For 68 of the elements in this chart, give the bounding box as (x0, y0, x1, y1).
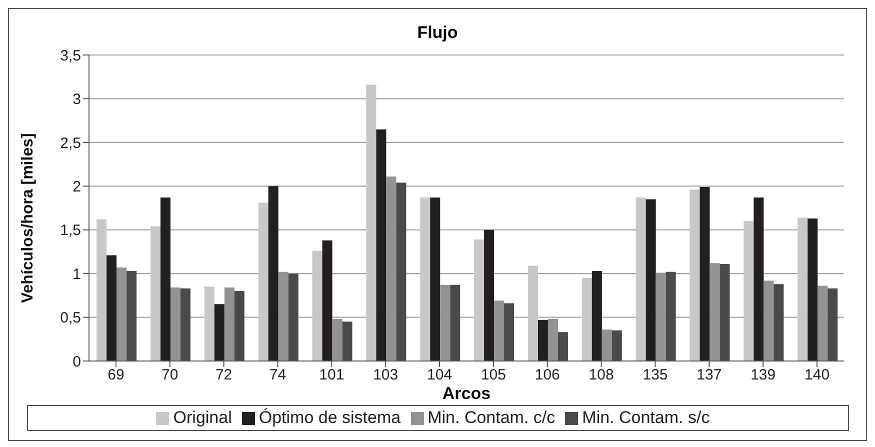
bar (646, 199, 656, 361)
bar (582, 278, 592, 361)
bar (744, 221, 754, 361)
bar (268, 186, 278, 361)
y-tick-label: 2,5 (60, 134, 81, 152)
bar (420, 198, 430, 361)
x-tick-label: 137 (696, 366, 722, 384)
x-tick-label: 103 (373, 366, 398, 384)
y-tick-label: 1,5 (60, 222, 81, 240)
y-tick-label: 0 (72, 353, 81, 370)
bar (818, 286, 828, 361)
bar (754, 198, 764, 361)
bar (322, 240, 332, 361)
bar (96, 219, 107, 361)
x-axis-title: Arcos (442, 384, 491, 403)
bar (214, 304, 224, 361)
bar (602, 330, 612, 361)
legend-label: Min. Contam. s/c (582, 408, 710, 427)
y-tick-label: 1 (72, 266, 81, 283)
legend-label: Óptimo de sistema (258, 408, 401, 427)
bar (764, 280, 774, 361)
x-tick-label: 72 (215, 366, 232, 384)
y-tick-label: 2 (72, 178, 81, 196)
bar (710, 263, 720, 361)
bar (528, 266, 538, 361)
bar (160, 198, 170, 361)
bar (592, 270, 602, 361)
y-axis-title: Vehículos/hora [miles] (20, 133, 37, 303)
bar (440, 284, 450, 361)
y-tick-label: 3 (72, 91, 81, 108)
bar (430, 198, 440, 361)
y-tick-label: 3,5 (60, 47, 81, 64)
x-tick-label: 135 (642, 366, 668, 384)
bar (312, 250, 322, 361)
legend-label: Min. Contam. c/c (428, 408, 556, 427)
bar (106, 255, 117, 361)
x-tick-label: 108 (588, 366, 614, 384)
x-tick-label: 139 (750, 366, 776, 384)
legend-label: Original (173, 408, 232, 427)
x-tick-label: 74 (269, 366, 286, 384)
x-tick-label: 105 (480, 366, 506, 384)
x-tick-label: 69 (108, 366, 124, 384)
x-tick-label: 106 (534, 366, 560, 384)
bar (538, 320, 548, 361)
bar (700, 187, 710, 361)
bar (116, 267, 127, 361)
bar (258, 202, 268, 361)
x-tick-label: 101 (319, 366, 344, 384)
x-tick-label: 104 (427, 366, 452, 384)
bar (474, 239, 484, 361)
x-tick-label: 70 (162, 366, 178, 384)
bar (150, 226, 160, 361)
bar (386, 176, 396, 361)
bar (798, 218, 808, 361)
x-tick-label: 140 (804, 366, 830, 384)
bar (484, 230, 494, 361)
bar (376, 129, 386, 361)
bar (204, 286, 214, 361)
bar (808, 218, 818, 361)
bar (366, 84, 376, 361)
bar (494, 300, 504, 361)
bar (224, 288, 234, 361)
y-tick-label: 0,5 (60, 310, 81, 327)
chart-title: Flujo (416, 23, 459, 43)
bar (170, 288, 180, 361)
bar (656, 272, 666, 361)
bar (690, 190, 700, 361)
bar (636, 198, 646, 361)
